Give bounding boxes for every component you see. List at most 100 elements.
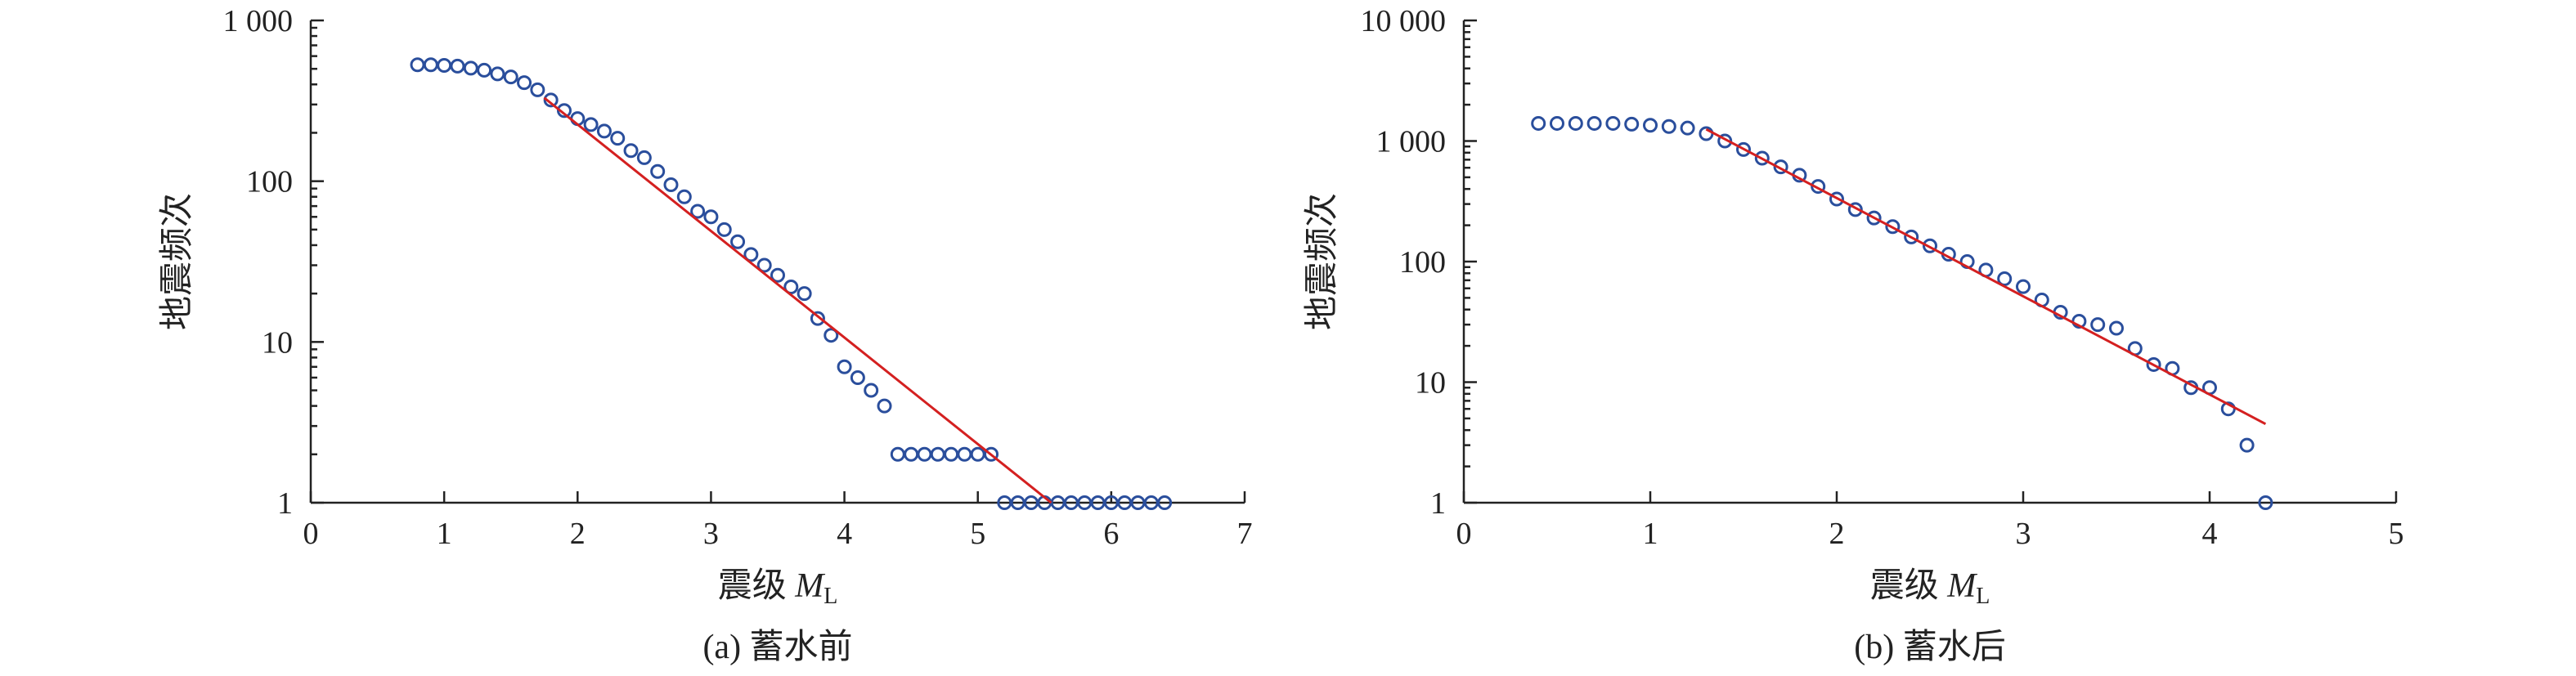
data-point [1829,191,1844,207]
data-point [957,446,972,462]
data-point [610,131,626,146]
data-point [1847,202,1863,217]
data-point [1643,118,1658,133]
data-point [877,398,892,414]
y-tick-label: 10 000 [1361,4,1447,38]
data-point [676,189,692,204]
data-point [503,69,518,85]
data-point [1997,271,2013,287]
data-point [1754,150,1770,166]
data-point [1866,210,1882,226]
x-axis-title-text: 震级 [718,567,796,605]
x-axis-title: 震级 ML [1870,567,1990,609]
data-point [2239,437,2255,453]
data-point [1586,115,1602,131]
data-point [850,369,865,385]
x-axis-title-sub: L [824,584,837,609]
data-point [984,446,999,462]
data-point [1885,219,1901,235]
x-tick-label: 6 [1103,517,1119,551]
data-point [917,446,932,462]
data-point [743,247,759,262]
y-tick-label: 100 [246,165,293,199]
data-point [930,446,945,462]
data-point [904,446,919,462]
data-point [810,311,825,326]
data-point [1680,120,1695,136]
data-point [556,103,572,119]
data-point [1624,116,1640,132]
data-point [756,257,772,273]
x-axis-title: 震级 ML [718,567,838,609]
data-point [437,58,452,74]
y-axis-title: 地震频次 [159,193,196,330]
data-point [583,117,599,132]
data-point [490,66,505,82]
data-point [623,143,639,159]
x-axis-title-sub: L [1976,584,1990,609]
data-point [703,209,719,225]
data-point [1157,495,1173,510]
y-tick-label: 1 [1430,486,1446,521]
y-tick-label: 10 [1415,366,1446,401]
data-point [530,82,545,97]
data-point [797,286,812,302]
data-point [864,383,879,398]
data-point [2146,356,2161,372]
x-tick-label: 1 [1643,517,1658,551]
data-point [1904,229,1919,244]
x-tick-label: 5 [2389,517,2404,551]
x-axis-title-var: M [794,567,825,605]
data-point [517,75,532,91]
data-point [1550,115,1564,131]
fit-line [543,96,1052,504]
chart-caption: (b) 蓄水后 [1854,629,2005,666]
data-point [543,92,559,108]
chart-caption: (a) 蓄水前 [702,629,852,666]
x-tick-label: 4 [837,517,852,551]
data-point [770,267,785,283]
data-point [1811,179,1826,195]
data-point [970,446,985,462]
data-point [1531,115,1546,131]
data-point [730,234,746,249]
data-point [636,150,652,165]
x-tick-label: 0 [303,517,319,551]
data-point [596,123,612,139]
y-tick-label: 1 000 [1376,125,1447,159]
data-point [463,60,478,76]
data-point [1661,119,1676,134]
data-point [450,58,465,74]
x-tick-label: 1 [437,517,452,551]
data-point [716,222,732,237]
data-point [1568,115,1583,131]
x-tick-label: 3 [703,517,719,551]
data-point [837,359,852,374]
y-tick-label: 10 [262,325,293,360]
data-point [2109,320,2124,336]
y-axis-title: 地震频次 [1304,193,1341,330]
x-tick-label: 4 [2202,517,2218,551]
data-point [410,57,425,73]
data-point [890,446,905,462]
y-tick-label: 1 000 [223,4,294,38]
x-tick-label: 2 [1829,517,1845,551]
x-tick-label: 3 [2016,517,2031,551]
data-point [1605,115,1621,131]
data-point [663,177,679,193]
data-point [783,279,799,294]
x-axis-title-var: M [1946,567,1977,605]
data-point [1773,159,1788,175]
data-point [650,163,666,179]
y-tick-label: 100 [1399,245,1446,280]
data-point [2258,495,2273,510]
x-tick-label: 2 [570,517,586,551]
data-point [2090,317,2106,333]
data-point [1736,141,1751,157]
x-tick-label: 0 [1456,517,1472,551]
data-point [477,62,492,78]
x-tick-label: 5 [970,517,985,551]
